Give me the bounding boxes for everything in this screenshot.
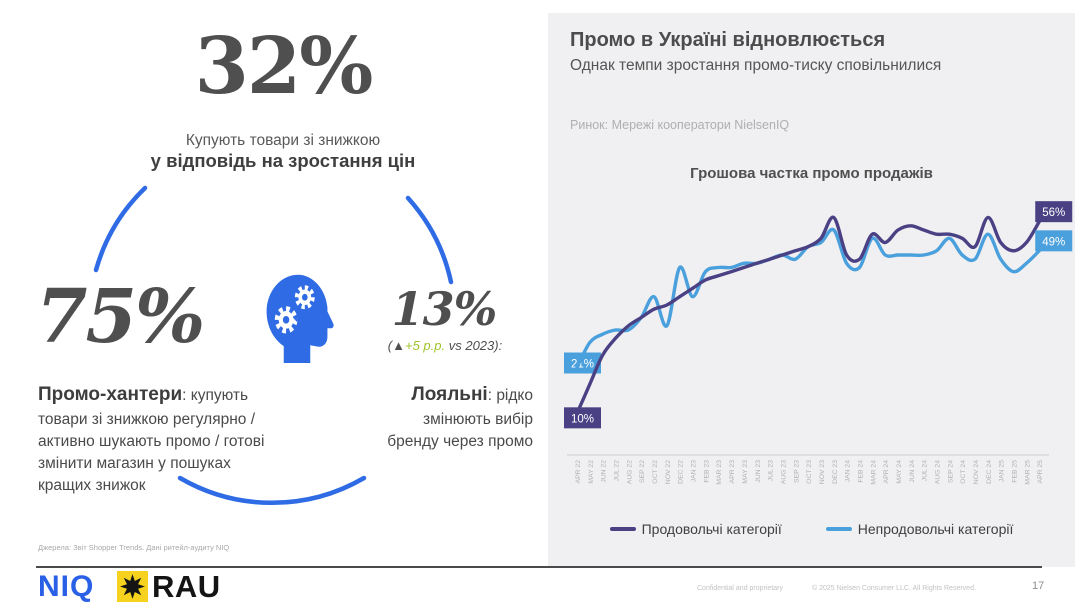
- rau-logo: RAU: [117, 571, 221, 602]
- stat-32-value: 32%: [194, 21, 374, 112]
- x-tick-label: OCT 23: [806, 460, 813, 484]
- x-tick-label: FEB 25: [1012, 460, 1019, 483]
- x-tick-label: NOV 22: [665, 460, 672, 484]
- head-silhouette: [266, 274, 334, 364]
- series-0-end-label: 56%: [1042, 207, 1065, 219]
- stat-32-caption-bold: у відповідь на зростання цін: [150, 150, 416, 171]
- stat-32-caption: Купують товари зі знижкою: [185, 132, 381, 149]
- chart-legend: Продовольчі категорії Непродовольчі катег…: [548, 521, 1075, 537]
- legend-swatch-icon: [825, 527, 852, 531]
- x-tick-label: JAN 25: [999, 460, 1006, 483]
- arc-upper-right: [405, 195, 454, 285]
- x-tick-label: SEP 24: [947, 460, 954, 483]
- x-tick-label: JUL 24: [922, 460, 929, 482]
- x-tick-label: SEP 22: [639, 460, 646, 483]
- x-tick-label: FEB 24: [857, 460, 864, 483]
- x-tick-label: MAR 23: [716, 460, 723, 485]
- series-0-end-label-box: [1035, 201, 1073, 223]
- page-number: 17: [1032, 580, 1045, 592]
- x-tick-label: MAY 22: [588, 460, 595, 484]
- x-tick-label: MAY 24: [896, 460, 903, 484]
- promo-hunters-description: : купують товари зі знижкою регулярно / …: [38, 387, 265, 494]
- delta-prefix: (▲: [387, 338, 405, 353]
- arc-upper-left: [93, 185, 148, 273]
- arc-bottom: [177, 475, 367, 506]
- x-tick-label: OCT 22: [652, 460, 659, 484]
- niq-logo: NIQ: [38, 570, 95, 603]
- series-0-line: [575, 215, 1041, 415]
- x-tick-label: AUG 23: [780, 460, 787, 484]
- delta-value: +5 p.p.: [404, 338, 446, 353]
- panel-subtitle: Однак темпи зростання промо-тиску сповіл…: [570, 57, 942, 74]
- loyal-label: Лояльні: [411, 384, 488, 405]
- footer-divider: [36, 566, 1042, 568]
- series-0-start-label-box: [564, 407, 601, 429]
- sources-note: Джерела: Звіт Shopper Trends. Дані ритей…: [38, 543, 230, 552]
- market-note: Ринок: Мережі кооператори NielsenIQ: [570, 118, 790, 132]
- x-tick-label: MAR 25: [1024, 460, 1031, 485]
- x-tick-label: DEC 22: [678, 460, 685, 484]
- x-tick-label: MAY 23: [742, 460, 749, 484]
- rau-star-icon: [117, 571, 148, 602]
- x-tick-label: JUN 24: [909, 460, 916, 483]
- promo-share-line-chart: APR 22 MAY 22 JUN 22 JUL 22 AUG 22 SEP 22 OCT …: [564, 201, 1073, 485]
- x-tick-label: APR 25: [1037, 460, 1044, 484]
- x-tick-label: DEC 23: [832, 460, 839, 484]
- series-1-start-label: 21%: [571, 359, 594, 371]
- x-tick-label: MAR 24: [870, 460, 877, 485]
- loyal-text: Лояльні: рідко змінюють вибір бренду чер…: [376, 382, 533, 453]
- series-1-end-label-box: [1035, 230, 1073, 252]
- loyal-description: : рідко змінюють вибір бренду через пром…: [387, 387, 533, 450]
- x-tick-label: NOV 23: [819, 460, 826, 484]
- footer-copyright: © 2025 Nielsen Consumer LLC. All Rights …: [812, 585, 976, 592]
- promo-hunters-label: Промо-хантери: [38, 384, 183, 405]
- x-tick-label: APR 23: [729, 460, 736, 484]
- legend-item-1: Непродовольчі категорії: [825, 521, 1014, 537]
- x-tick-label: JUL 22: [614, 460, 621, 482]
- series-1-line: [575, 227, 1041, 370]
- x-tick-label: FEB 23: [703, 460, 710, 483]
- head-gears-icon: [266, 274, 334, 364]
- legend-label: Непродовольчі категорії: [857, 521, 1014, 537]
- stat-75-value: 75%: [36, 274, 205, 360]
- x-tick-label: JUN 23: [755, 460, 762, 483]
- x-tick-label: JUL 23: [768, 460, 775, 482]
- delta-suffix: vs 2023):: [445, 338, 503, 353]
- right-panel: [548, 13, 1075, 567]
- series-1-start-label-box: [564, 352, 601, 374]
- panel-title: Промо в Україні відновлюється: [570, 29, 886, 51]
- footer-confidential: Confidential and proprietary: [697, 585, 783, 592]
- rau-logo-text: RAU: [152, 569, 221, 604]
- stat-13-value: 13%: [391, 282, 498, 336]
- x-tick-label: JAN 24: [845, 460, 852, 483]
- x-tick-label: DEC 24: [986, 460, 993, 484]
- x-tick-label: OCT 24: [960, 460, 967, 484]
- series-0-start-label: 10%: [571, 413, 594, 425]
- stat-13-delta: (▲+5 p.p. vs 2023):: [380, 338, 510, 353]
- x-tick-label: APR 22: [575, 460, 582, 484]
- circle-arcs-decoration: [93, 185, 454, 506]
- x-tick-label: AUG 24: [935, 460, 942, 484]
- x-tick-label: JUN 22: [601, 460, 608, 483]
- x-tick-label: SEP 23: [793, 460, 800, 483]
- legend-swatch-icon: [609, 527, 636, 531]
- promo-hunters-text: Промо-хантери: купують товари зі знижкою…: [38, 382, 280, 497]
- series-1-end-label: 49%: [1042, 236, 1065, 248]
- legend-label: Продовольчі категорії: [641, 521, 782, 537]
- chart-title: Грошова частка промо продажів: [690, 165, 933, 182]
- x-tick-label: JAN 23: [691, 460, 698, 483]
- x-tick-label: AUG 22: [626, 460, 633, 484]
- x-tick-label: NOV 24: [973, 460, 980, 484]
- legend-item-0: Продовольчі категорії: [609, 521, 782, 537]
- x-tick-label: APR 24: [883, 460, 890, 484]
